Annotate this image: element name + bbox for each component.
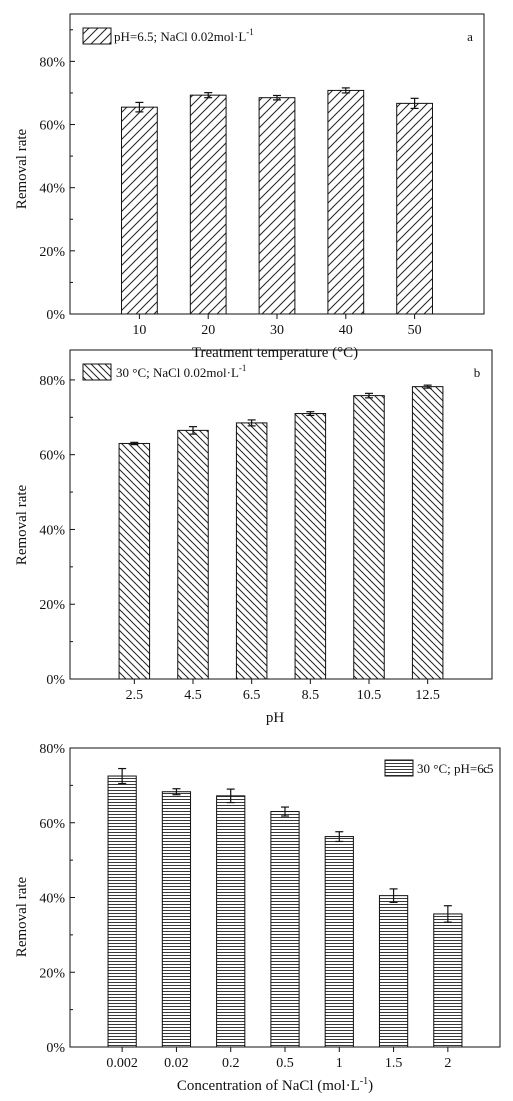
error-bar-2 bbox=[443, 905, 452, 923]
y-tick-label: 40% bbox=[39, 523, 65, 538]
x-tick-label-12.5: 12.5 bbox=[415, 688, 440, 703]
y-tick-label: 60% bbox=[39, 449, 65, 464]
bar-12.5 bbox=[411, 386, 444, 680]
y-tick-label: 60% bbox=[39, 817, 65, 832]
x-tick-label-0.2: 0.2 bbox=[222, 1056, 240, 1071]
legend: 30 °C; pH=6.5 bbox=[384, 759, 493, 777]
y-tick-label: 20% bbox=[39, 598, 65, 613]
x-tick-label-8.5: 8.5 bbox=[302, 688, 320, 703]
error-bar-20 bbox=[204, 92, 213, 99]
x-tick-label-10.5: 10.5 bbox=[357, 688, 382, 703]
chart-panel-a: Removal rate Treatment temperature (°C) … bbox=[14, 13, 485, 361]
bar-0.2 bbox=[216, 795, 246, 1048]
x-axis-label: pH bbox=[266, 710, 285, 726]
legend: 30 °C; NaCl 0.02mol·L-1 bbox=[82, 363, 246, 381]
y-tick-label: 80% bbox=[39, 374, 65, 389]
x-axis-label: Concentration of NaCl (mol·L-1) bbox=[177, 1076, 373, 1094]
x-tick-label-20: 20 bbox=[201, 323, 215, 338]
y-tick-label: 0% bbox=[46, 308, 65, 323]
bar-6.5 bbox=[235, 422, 268, 680]
error-bar-10 bbox=[135, 101, 144, 113]
error-bar-0.5 bbox=[281, 806, 289, 817]
bar-2 bbox=[433, 913, 463, 1048]
y-tick-label: 80% bbox=[39, 742, 65, 757]
x-tick-label-4.5: 4.5 bbox=[184, 688, 202, 703]
bar-20 bbox=[189, 94, 227, 315]
legend-label: 30 °C; pH=6.5 bbox=[417, 761, 493, 776]
legend-label: 30 °C; NaCl 0.02mol·L-1 bbox=[116, 363, 246, 380]
legend-swatch bbox=[82, 363, 112, 381]
legend: pH=6.5; NaCl 0.02mol·L-1 bbox=[82, 27, 254, 45]
legend-label: pH=6.5; NaCl 0.02mol·L-1 bbox=[114, 27, 254, 44]
panel-letter: a bbox=[467, 29, 473, 44]
x-tick-label-2: 2 bbox=[444, 1056, 451, 1071]
y-tick-label: 40% bbox=[39, 182, 65, 197]
y-tick-label: 20% bbox=[39, 245, 65, 260]
x-tick-label-10: 10 bbox=[132, 323, 146, 338]
x-tick-label-1: 1 bbox=[336, 1056, 343, 1071]
bar-0.5 bbox=[270, 811, 300, 1048]
bar-10 bbox=[121, 106, 158, 315]
error-bar-0.002 bbox=[118, 767, 127, 785]
panel-letter: c bbox=[483, 761, 489, 776]
panel-letter: b bbox=[474, 365, 481, 380]
bar-0.02 bbox=[161, 791, 192, 1048]
legend-swatch bbox=[384, 759, 414, 777]
error-bar-2.5 bbox=[130, 441, 139, 446]
x-tick-label-50: 50 bbox=[408, 323, 422, 338]
chart-panel-b: Removal rate pH 30 °C; NaCl 0.02mol·L-1 … bbox=[14, 349, 493, 726]
error-bar-30 bbox=[273, 94, 281, 101]
x-tick-label-1.5: 1.5 bbox=[385, 1056, 403, 1071]
bar-40 bbox=[327, 89, 365, 315]
error-bar-6.5 bbox=[247, 419, 256, 427]
bar-50 bbox=[396, 102, 433, 315]
y-tick-label: 60% bbox=[39, 119, 65, 134]
bar-4.5 bbox=[177, 429, 209, 680]
error-bar-4.5 bbox=[189, 426, 197, 435]
y-axis-label: Removal rate bbox=[14, 484, 30, 565]
error-bar-1 bbox=[335, 831, 344, 843]
bar-1.5 bbox=[378, 895, 409, 1048]
x-tick-label-0.5: 0.5 bbox=[276, 1056, 294, 1071]
error-bar-1.5 bbox=[389, 888, 398, 903]
x-tick-label-2.5: 2.5 bbox=[126, 688, 144, 703]
y-tick-label: 0% bbox=[46, 673, 65, 688]
chart-panel-c: Removal rate Concentration of NaCl (mol·… bbox=[14, 742, 501, 1094]
error-bar-8.5 bbox=[306, 411, 315, 417]
error-bar-10.5 bbox=[365, 392, 373, 399]
error-bar-50 bbox=[410, 97, 419, 110]
error-bar-0.02 bbox=[172, 788, 181, 796]
y-tick-label: 80% bbox=[39, 55, 65, 70]
y-axis-label: Removal rate bbox=[14, 128, 30, 209]
legend-swatch bbox=[82, 27, 112, 45]
y-axis-label: Removal rate bbox=[14, 876, 30, 957]
x-tick-label-0.02: 0.02 bbox=[164, 1056, 189, 1071]
error-bar-0.2 bbox=[226, 788, 235, 804]
bar-8.5 bbox=[294, 413, 327, 680]
y-tick-label: 0% bbox=[46, 1041, 65, 1056]
x-tick-label-6.5: 6.5 bbox=[243, 688, 261, 703]
y-tick-label: 40% bbox=[39, 892, 65, 907]
plot-frame bbox=[69, 349, 493, 680]
bar-0.002 bbox=[107, 775, 137, 1048]
x-tick-label-0.002: 0.002 bbox=[106, 1056, 138, 1071]
bar-10.5 bbox=[353, 395, 385, 680]
x-axis-label: Treatment temperature (°C) bbox=[192, 345, 358, 361]
x-tick-label-40: 40 bbox=[339, 323, 353, 338]
error-bar-12.5 bbox=[423, 384, 432, 389]
bar-2.5 bbox=[118, 442, 151, 680]
bar-1 bbox=[324, 836, 354, 1048]
error-bar-40 bbox=[341, 87, 350, 94]
x-tick-label-30: 30 bbox=[270, 323, 284, 338]
bar-30 bbox=[258, 97, 296, 315]
y-tick-label: 20% bbox=[39, 966, 65, 981]
